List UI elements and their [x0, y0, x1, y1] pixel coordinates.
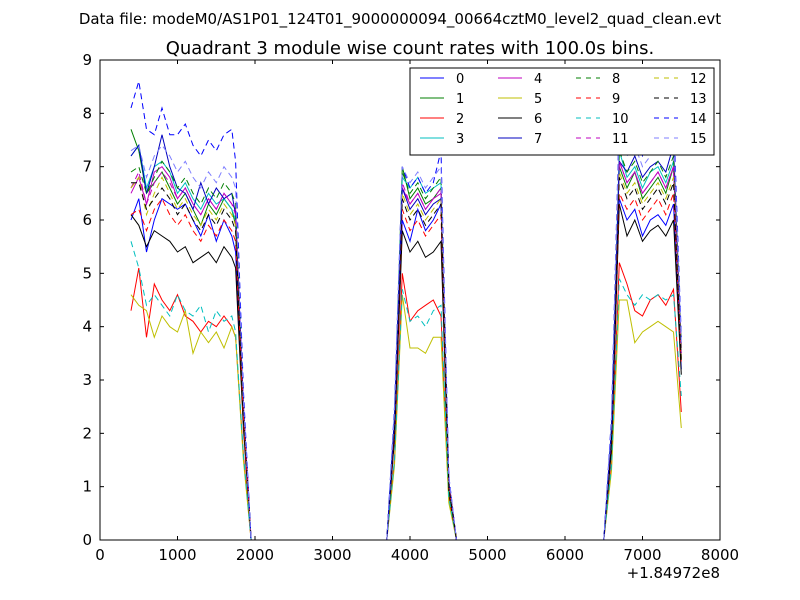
x-tick-label: 5000 — [468, 546, 506, 564]
legend-label: 2 — [456, 112, 464, 127]
series-6-segment-2 — [386, 230, 465, 540]
series-5-line — [130, 294, 682, 540]
series-5-segment-2 — [386, 294, 465, 540]
y-tick-label: 4 — [82, 318, 92, 336]
y-tick-label: 1 — [82, 478, 92, 496]
series-13-line — [131, 177, 682, 540]
legend-item-7: 7 — [498, 132, 542, 147]
legend-item-15: 15 — [654, 132, 707, 147]
legend-item-8: 8 — [576, 72, 620, 87]
legend-label: 9 — [612, 92, 620, 107]
legend-item-9: 9 — [576, 92, 620, 107]
legend-label: 1 — [456, 92, 464, 107]
series-13-segment-3 — [603, 177, 682, 540]
series-8-segment-1 — [130, 160, 252, 540]
series-5-segment-1 — [130, 294, 252, 540]
legend-item-11: 11 — [576, 132, 629, 147]
legend-item-3: 3 — [420, 132, 464, 147]
legend-item-14: 14 — [654, 112, 707, 127]
x-tick-label: 3000 — [313, 546, 351, 564]
legend-label: 13 — [690, 92, 707, 107]
series-15-segment-1 — [130, 144, 252, 540]
legend-label: 3 — [456, 132, 464, 147]
legend-box — [409, 67, 715, 156]
series-8-segment-3 — [603, 150, 682, 540]
x-tick-label: 7000 — [623, 546, 661, 564]
legend-item-6: 6 — [498, 112, 542, 127]
y-tick-label: 2 — [82, 424, 92, 442]
series-6-segment-1 — [130, 214, 252, 540]
series-10-segment-2 — [386, 289, 465, 540]
series-13-segment-1 — [131, 182, 252, 540]
series-15-segment-2 — [386, 165, 465, 540]
legend-label: 10 — [612, 112, 629, 127]
legend-label: 12 — [690, 72, 707, 87]
x-tick-label: 2000 — [236, 546, 274, 564]
x-tick-label: 4000 — [391, 546, 429, 564]
x-tick-label: 0 — [95, 546, 105, 564]
legend-label: 7 — [534, 132, 542, 147]
legend-item-1: 1 — [420, 92, 464, 107]
legend-label: 6 — [534, 112, 542, 127]
series-10-line — [130, 241, 682, 540]
data-file-line: Data file: modeM0/AS1P01_124T01_90000000… — [79, 10, 721, 29]
legend-label: 0 — [456, 72, 464, 87]
y-tick-label: 5 — [82, 264, 92, 282]
legend-label: 15 — [690, 132, 707, 147]
x-axis-ticks: 0 1000 2000 3000 4000 5000 6000 7000 8000 — [95, 60, 739, 564]
y-tick-label: 8 — [82, 104, 92, 122]
legend-item-5: 5 — [498, 92, 542, 107]
legend-item-12: 12 — [654, 72, 707, 87]
series-5-segment-3 — [603, 299, 682, 540]
y-tick-label: 3 — [82, 371, 92, 389]
legend-label: 8 — [612, 72, 620, 87]
legend-item-4: 4 — [498, 72, 542, 87]
legend-label: 5 — [534, 92, 542, 107]
x-tick-label: 8000 — [701, 546, 739, 564]
series-layer — [130, 81, 682, 540]
series-10-segment-1 — [130, 241, 252, 540]
series-10-segment-3 — [603, 278, 682, 540]
chart-title: Quadrant 3 module wise count rates with … — [166, 38, 655, 59]
y-tick-label: 7 — [82, 158, 92, 176]
series-13-segment-2 — [386, 198, 465, 540]
legend-item-10: 10 — [576, 112, 629, 127]
series-14-segment-1 — [130, 81, 252, 540]
x-offset-label: +1.84972e8 — [627, 564, 720, 582]
legend-item-0: 0 — [420, 72, 464, 87]
y-tick-label: 9 — [82, 51, 92, 69]
series-15-line — [130, 118, 682, 540]
series-7-segment-1 — [130, 134, 252, 540]
legend-item-2: 2 — [420, 112, 464, 127]
series-4-segment-1 — [130, 166, 252, 540]
series-11-segment-1 — [130, 170, 252, 540]
legend-label: 11 — [612, 132, 629, 147]
x-tick-label: 6000 — [546, 546, 584, 564]
x-tick-label: 1000 — [158, 546, 196, 564]
legend-label: 4 — [534, 72, 542, 87]
y-tick-label: 0 — [82, 531, 92, 549]
legend-item-13: 13 — [654, 92, 707, 107]
series-15-segment-3 — [603, 118, 682, 540]
legend-label: 14 — [690, 112, 707, 127]
y-tick-label: 6 — [82, 211, 92, 229]
